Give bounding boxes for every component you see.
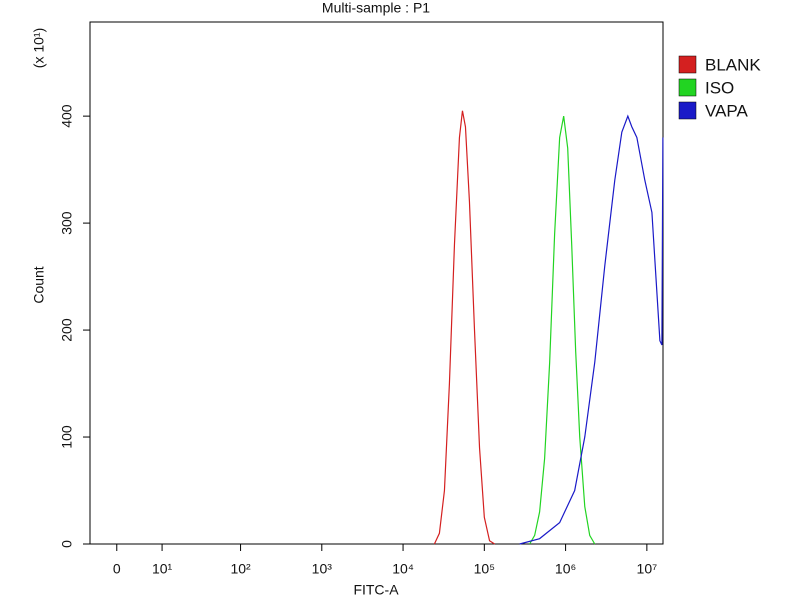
series-line	[519, 114, 664, 545]
x-tick-label: 0	[113, 561, 121, 577]
x-tick-label: 10²	[230, 561, 251, 577]
legend-label: ISO	[705, 78, 734, 97]
x-tick-label: 10⁷	[637, 561, 658, 577]
legend-swatch	[678, 55, 697, 74]
y-tick-label: 200	[59, 318, 75, 342]
y-tick-label: 400	[59, 104, 75, 128]
legend-swatch	[678, 101, 697, 120]
legend-label: VAPA	[705, 101, 748, 120]
y-axis-label: Count	[31, 266, 47, 303]
series-line	[529, 116, 596, 545]
x-tick-label: 10⁵	[474, 561, 495, 577]
x-tick-label: 10⁴	[392, 561, 414, 577]
series-line	[433, 110, 495, 545]
plot-frame	[89, 21, 664, 545]
y-tick-label: 300	[59, 211, 75, 235]
legend-label: BLANK	[705, 55, 761, 74]
x-tick-label: 10⁶	[555, 561, 576, 577]
y-tick-label: 0	[59, 540, 75, 548]
y-tick-label: 100	[59, 425, 75, 449]
x-axis-label: FITC-A	[353, 582, 399, 598]
legend-swatch	[678, 78, 697, 97]
x-tick-label: 10¹	[152, 561, 173, 577]
x-tick-label: 10³	[312, 561, 333, 577]
chart-title: Multi-sample : P1	[322, 0, 430, 16]
y-multiplier: (x 10¹)	[31, 28, 47, 68]
